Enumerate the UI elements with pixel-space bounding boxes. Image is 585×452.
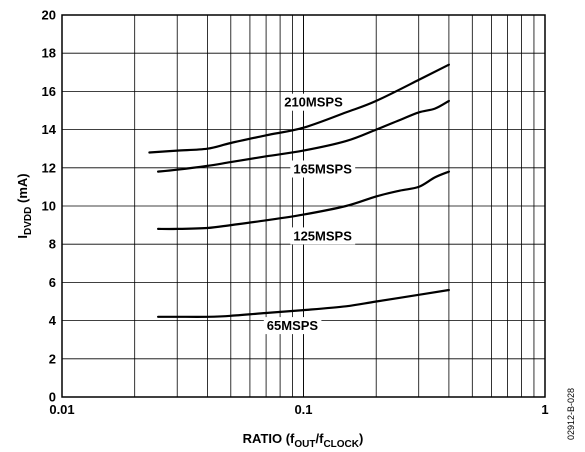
- y-tick-label: 20: [42, 8, 56, 23]
- x-tick-label: 0.01: [49, 402, 74, 417]
- x-tick-label: 0.1: [294, 402, 312, 417]
- series-label-background: [263, 317, 322, 335]
- series-line-165msps: [157, 99, 450, 173]
- series-line-210msps: [148, 63, 450, 154]
- y-tick-label: 4: [49, 313, 57, 328]
- y-tick-label: 6: [49, 275, 56, 290]
- series-label-210msps: 210MSPS: [284, 95, 343, 110]
- x-tick-label: 1: [541, 402, 548, 417]
- series-label-165msps: 165MSPS: [293, 162, 352, 177]
- y-tick-label: 16: [42, 84, 56, 99]
- y-tick-label: 0: [49, 390, 56, 405]
- grid: [62, 15, 545, 397]
- y-axis-title: IDVDD (mA): [15, 173, 34, 238]
- plot-frame: [61, 14, 546, 398]
- y-tick-label: 12: [42, 160, 56, 175]
- series-line-125msps: [157, 170, 450, 231]
- y-tick-label: 2: [49, 351, 56, 366]
- series-label-background: [290, 227, 356, 245]
- y-tick-label: 10: [42, 199, 56, 214]
- y-tick-label: 18: [42, 46, 56, 61]
- series-line-65msps: [157, 288, 450, 318]
- series-label-background: [281, 93, 347, 111]
- series-label-65msps: 65MSPS: [267, 318, 319, 333]
- series-group: [148, 63, 450, 318]
- series-label-125msps: 125MSPS: [293, 228, 352, 243]
- tick-labels: 0 2 4 6 8 10 12 14 16 18 20 0.01 0.1 1: [42, 8, 549, 418]
- y-tick-label: 14: [42, 122, 57, 137]
- figure-id: 02912-B-028: [566, 388, 576, 440]
- y-tick-label: 8: [49, 237, 56, 252]
- series-labels: 210MSPS 165MSPS 125MSPS 65MSPS: [263, 93, 356, 335]
- series-label-background: [290, 160, 356, 178]
- x-axis-title: RATIO (fOUT/fCLOCK): [243, 431, 364, 450]
